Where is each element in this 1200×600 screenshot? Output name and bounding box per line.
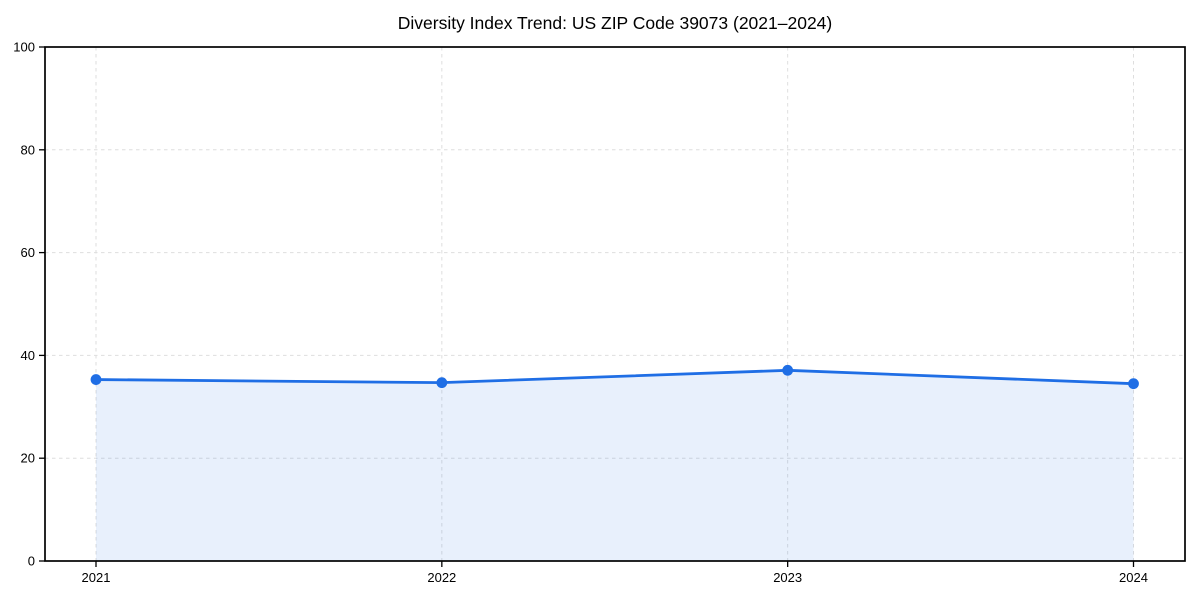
gridlines <box>45 47 1185 561</box>
x-tick-label-2024: 2024 <box>1119 570 1148 585</box>
y-tick-label-80: 80 <box>21 142 35 157</box>
data-point-2023 <box>782 364 794 376</box>
chart-title: Diversity Index Trend: US ZIP Code 39073… <box>398 13 833 33</box>
data-point-2024 <box>1128 378 1139 390</box>
x-tick-label-2021: 2021 <box>82 570 111 585</box>
area-fill <box>96 370 1134 561</box>
y-tick-label-0: 0 <box>28 554 35 569</box>
y-tick-label-40: 40 <box>21 348 35 363</box>
trend-line <box>94 368 1135 386</box>
data-point-2022 <box>436 377 448 389</box>
x-tick-label-2023: 2023 <box>773 570 802 585</box>
data-series <box>90 364 1139 561</box>
y-tick-label-100: 100 <box>13 40 35 55</box>
y-tick-label-20: 20 <box>21 451 35 466</box>
plot-border <box>44 46 1186 562</box>
data-point-2021 <box>90 374 102 385</box>
axes: 0 20 40 60 80 100 2021 2022 2023 2024 <box>13 40 1186 585</box>
x-tick-label-2022: 2022 <box>427 570 456 585</box>
y-tick-label-60: 60 <box>21 245 35 260</box>
